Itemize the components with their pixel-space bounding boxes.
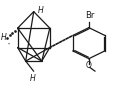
Text: ,,: ,, (8, 40, 11, 45)
Text: H: H (30, 74, 36, 83)
Text: Br: Br (85, 11, 95, 20)
Text: H: H (38, 6, 43, 15)
Text: O: O (86, 61, 92, 70)
Text: H: H (1, 33, 7, 42)
